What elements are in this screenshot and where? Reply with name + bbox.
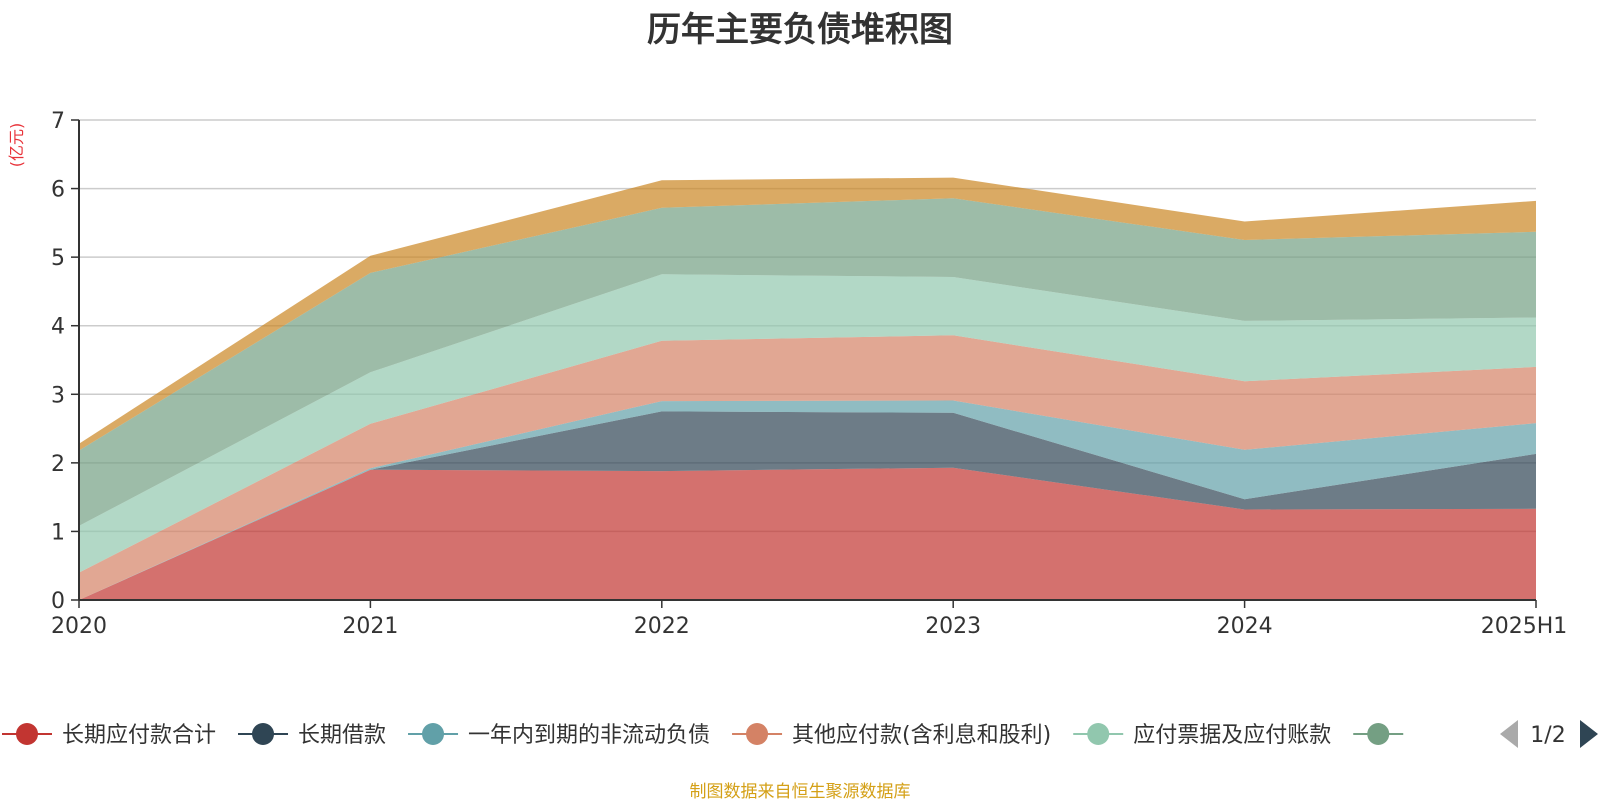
x-tick-label: 2024 xyxy=(1217,614,1273,639)
legend-label: 一年内到期的非流动负债 xyxy=(468,723,710,748)
triangle-right-icon[interactable] xyxy=(1580,720,1598,748)
legend-pager: 1/2 xyxy=(1500,720,1598,748)
y-tick-label: 7 xyxy=(51,109,65,134)
legend-item[interactable]: 其他应付款(含利息和股利) xyxy=(732,723,1051,748)
area-series-3 xyxy=(79,400,1536,600)
source-note: 制图数据来自恒生聚源数据库 xyxy=(689,782,911,802)
x-tick-label: 2023 xyxy=(925,614,981,639)
legend-item[interactable]: 长期借款 xyxy=(238,723,386,748)
y-tick-label: 5 xyxy=(51,246,65,271)
x-tick-label: 2022 xyxy=(634,614,690,639)
x-tick-label: 2025H1 xyxy=(1481,614,1568,639)
triangle-left-icon[interactable] xyxy=(1500,720,1518,748)
legend-label: 长期借款 xyxy=(298,723,386,748)
legend-page-indicator: 1/2 xyxy=(1530,723,1565,748)
legend-circle-icon xyxy=(1087,723,1110,745)
legend-label: 应付票据及应付账款 xyxy=(1133,723,1331,748)
legend-circle-icon xyxy=(1367,723,1390,745)
y-tick-label: 4 xyxy=(51,315,65,340)
area-series-6 xyxy=(79,198,1536,526)
y-tick-label: 1 xyxy=(51,520,65,545)
area-series-5 xyxy=(79,274,1536,573)
area-series-2 xyxy=(79,411,1536,600)
legend-circle-icon xyxy=(746,723,769,745)
area-series-7 xyxy=(79,177,1536,451)
legend-label: 其他应付款(含利息和股利) xyxy=(792,723,1051,748)
legend-circle-icon xyxy=(252,723,275,745)
legend-label: 长期应付款合计 xyxy=(62,723,216,748)
x-tick-label: 2021 xyxy=(342,614,398,639)
y-tick-label: 0 xyxy=(51,589,65,614)
x-tick-label: 2020 xyxy=(51,614,107,639)
legend-item[interactable]: 长期应付款合计 xyxy=(2,723,216,748)
legend-circle-icon xyxy=(16,723,38,745)
y-tick-label: 2 xyxy=(51,452,65,477)
legend-item[interactable] xyxy=(1353,723,1404,745)
y-tick-label: 3 xyxy=(51,383,65,408)
legend-item[interactable]: 一年内到期的非流动负债 xyxy=(408,723,710,748)
area-series xyxy=(79,177,1536,600)
axes: 0 1 2 3 4 5 6 7 2020 2021 2022 2023 2024 2025H1 xyxy=(51,109,1567,639)
y-tick-label: 6 xyxy=(51,178,65,203)
chart-title: 历年主要负债堆积图 xyxy=(647,10,953,50)
y-axis-unit-label: (亿元) xyxy=(7,123,26,168)
legend-item[interactable]: 应付票据及应付账款 xyxy=(1073,723,1331,748)
legend-circle-icon xyxy=(422,723,445,745)
legend: 长期应付款合计 长期借款 一年内到期的非流动负债 其他应付款(含利息和股利) 应付票据及… xyxy=(2,723,1404,748)
area-series-4 xyxy=(79,335,1536,600)
area-series-1 xyxy=(79,467,1536,600)
